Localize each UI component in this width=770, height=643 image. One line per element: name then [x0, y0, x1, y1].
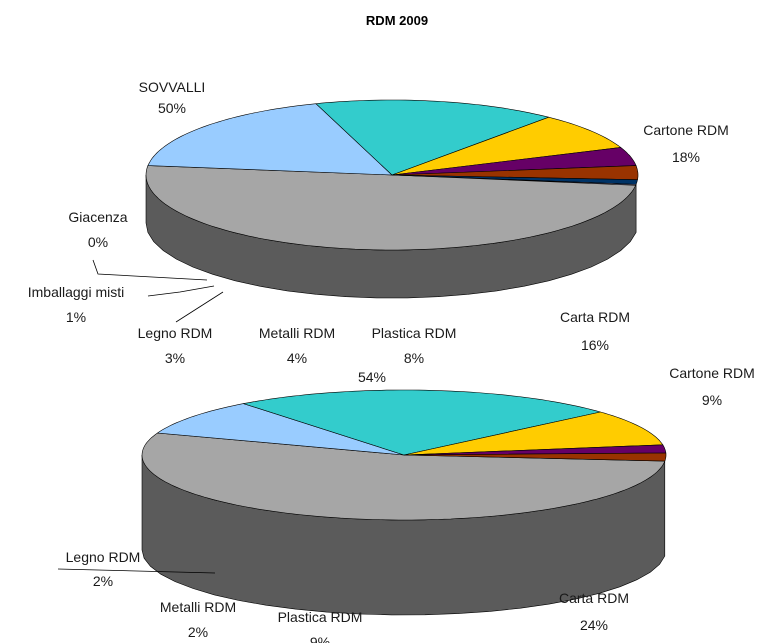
percent-legno-rdm-0: 3% — [165, 350, 185, 366]
label-cartone-rdm-0: Cartone RDM — [643, 122, 729, 138]
label-legno-rdm-1: Legno RDM — [66, 549, 141, 565]
pie-slice-metalli-rdm-1 — [403, 444, 667, 456]
pie-slice-sovvalli-0 — [145, 165, 637, 251]
pie-slice-slice-1 — [141, 432, 666, 521]
pie-chart-2009: SOVVALLI 50% Cartone RDM 18% Carta RDM 16% Pla… — [28, 79, 729, 366]
label-plastica-rdm-1: Plastica RDM — [278, 609, 363, 625]
pie-slice-legno-rdm-1 — [403, 452, 667, 462]
label-metalli-rdm-1: Metalli RDM — [160, 599, 236, 615]
pie-slice-plastica-rdm-0 — [391, 116, 622, 176]
leader-line-legno-rdm — [175, 291, 224, 323]
label-giacenza-0: Giacenza — [68, 209, 127, 225]
label-sovvalli-0: SOVVALLI — [139, 79, 206, 95]
label-cartone-rdm-1: Cartone RDM — [669, 365, 755, 381]
percent-sovvalli-0: 50% — [158, 100, 186, 116]
pie-slice-metalli-rdm-0 — [391, 147, 637, 176]
pie-slice-cartone-rdm-1 — [156, 403, 405, 456]
leader-line-legno-rdm — [57, 568, 216, 574]
percent-metalli-rdm-0: 4% — [287, 350, 307, 366]
pie-slice-carta-rdm-1 — [243, 389, 601, 456]
pie-slice-carta-rdm-0 — [315, 99, 550, 176]
percent-cartone-rdm-0: 18% — [672, 149, 700, 165]
percent-plastica-rdm-1: 9% — [310, 634, 330, 643]
pie-slice-giacenza-0 — [391, 174, 637, 186]
label-legno-rdm-0: Legno RDM — [138, 325, 213, 341]
percent-carta-rdm-1: 24% — [580, 617, 608, 633]
pie-slice-plastica-rdm-1 — [403, 411, 664, 456]
pie-slice-cartone-rdm-0 — [147, 103, 393, 176]
percent-plastica-rdm-0: 8% — [404, 350, 424, 366]
leader-line-imballaggi-misti — [147, 285, 215, 297]
percent-carta-rdm-0: 16% — [581, 337, 609, 353]
percent-cartone-rdm-1: 9% — [702, 392, 722, 408]
percent-giacenza-0: 0% — [88, 234, 108, 250]
pie-chart-second: 54% Cartone RDM 9% Carta RDM 24% Plastica RDM… — [57, 365, 755, 643]
percent-slice-1: 54% — [358, 369, 386, 385]
chart-title: RDM 2009 — [366, 13, 428, 28]
label-carta-rdm-0: Carta RDM — [560, 309, 630, 325]
leader-line-giacenza — [92, 259, 208, 281]
label-carta-rdm-1: Carta RDM — [559, 590, 629, 606]
percent-imballaggi-misti-0: 1% — [66, 309, 86, 325]
percent-legno-rdm-1: 2% — [93, 573, 113, 589]
label-imballaggi-misti-0: Imballaggi misti — [28, 284, 124, 300]
label-plastica-rdm-0: Plastica RDM — [372, 325, 457, 341]
percent-metalli-rdm-1: 2% — [188, 624, 208, 640]
label-metalli-rdm-0: Metalli RDM — [259, 325, 335, 341]
